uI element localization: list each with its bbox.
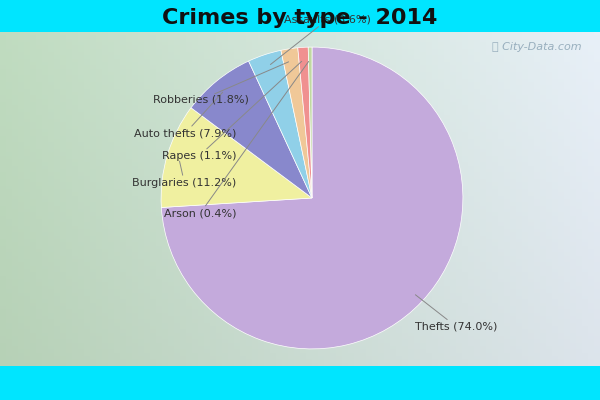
- Wedge shape: [161, 108, 312, 208]
- Text: Crimes by type - 2014: Crimes by type - 2014: [163, 8, 437, 28]
- Text: Auto thefts (7.9%): Auto thefts (7.9%): [134, 92, 236, 138]
- Text: Thefts (74.0%): Thefts (74.0%): [415, 295, 497, 331]
- Text: Assaults (3.6%): Assaults (3.6%): [271, 15, 371, 64]
- Wedge shape: [308, 47, 312, 198]
- Wedge shape: [281, 48, 312, 198]
- Text: Robberies (1.8%): Robberies (1.8%): [153, 62, 289, 105]
- Wedge shape: [248, 50, 312, 198]
- Wedge shape: [191, 61, 312, 198]
- Wedge shape: [298, 47, 312, 198]
- Text: Arson (0.4%): Arson (0.4%): [164, 62, 308, 218]
- Text: ⓘ City-Data.com: ⓘ City-Data.com: [493, 42, 582, 52]
- Text: Rapes (1.1%): Rapes (1.1%): [162, 61, 302, 161]
- Wedge shape: [161, 47, 463, 349]
- Text: Burglaries (11.2%): Burglaries (11.2%): [132, 161, 236, 188]
